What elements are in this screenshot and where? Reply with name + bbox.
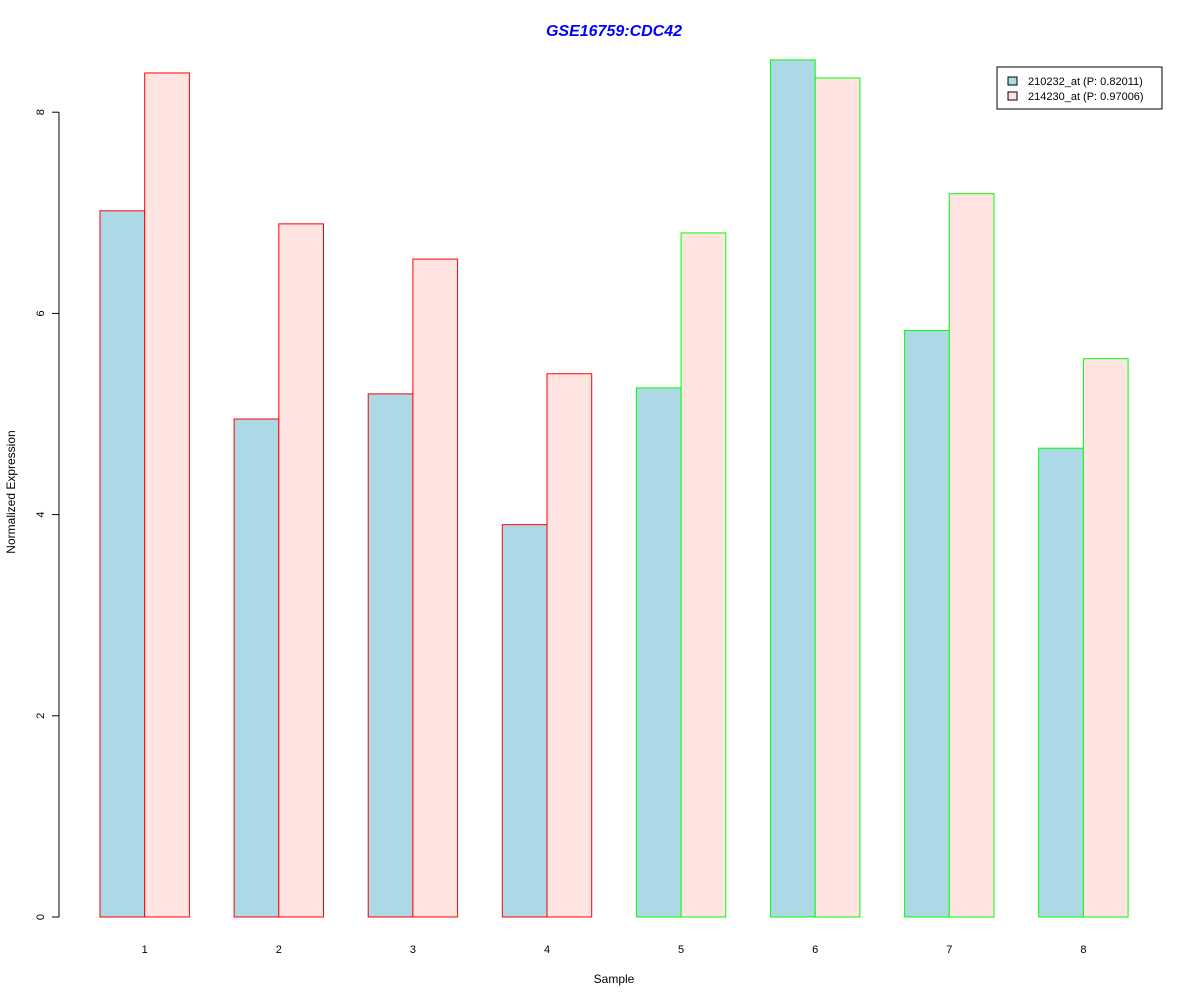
y-tick-label: 8 bbox=[35, 109, 47, 115]
bar-sample-2-series-2 bbox=[278, 223, 324, 918]
x-tick-label: 2 bbox=[276, 944, 282, 956]
x-tick-labels: 1 2 3 4 5 6 7 8 bbox=[142, 944, 1087, 956]
y-tick-label: 6 bbox=[35, 310, 47, 316]
bar-sample-4-series-1 bbox=[501, 524, 548, 918]
y-tick-label: 2 bbox=[35, 713, 47, 719]
x-axis-label: Sample bbox=[594, 972, 635, 986]
bar-sample-5-series-1 bbox=[635, 387, 682, 918]
y-axis-label: Normalized Expression bbox=[4, 430, 18, 553]
y-tick-label: 0 bbox=[35, 914, 47, 920]
legend-label: 210232_at (P: 0.82011) bbox=[1028, 76, 1143, 88]
bar-sample-6-series-1 bbox=[770, 59, 816, 918]
chart-title: GSE16759:CDC42 bbox=[546, 23, 682, 40]
x-tick-label: 1 bbox=[142, 944, 148, 956]
legend-label: 214230_at (P: 0.97006) bbox=[1028, 91, 1144, 103]
x-tick-label: 3 bbox=[410, 944, 416, 956]
bar-sample-3-series-1 bbox=[367, 393, 414, 918]
bars bbox=[99, 59, 1129, 918]
x-tick-label: 4 bbox=[544, 944, 550, 956]
legend-box bbox=[996, 66, 1163, 110]
legend-swatch bbox=[1007, 76, 1018, 86]
y-axis: 0 2 4 6 8 bbox=[35, 109, 60, 920]
bar-sample-6-series-2 bbox=[814, 77, 861, 918]
bar-sample-1-series-1 bbox=[99, 210, 146, 918]
x-tick-label: 8 bbox=[1080, 944, 1086, 956]
legend: 210232_at (P: 0.82011) 214230_at (P: 0.97… bbox=[996, 66, 1163, 110]
bar-sample-3-series-2 bbox=[412, 258, 459, 918]
legend-swatch bbox=[1007, 91, 1018, 101]
bar-sample-7-series-1 bbox=[904, 330, 950, 918]
x-tick-label: 6 bbox=[812, 944, 818, 956]
bar-sample-8-series-2 bbox=[1082, 358, 1129, 918]
x-tick-label: 5 bbox=[678, 944, 684, 956]
bar-sample-7-series-2 bbox=[948, 193, 995, 918]
bar-sample-8-series-1 bbox=[1038, 447, 1084, 918]
bar-sample-5-series-2 bbox=[680, 232, 727, 918]
bar-sample-1-series-2 bbox=[144, 72, 190, 918]
x-tick-label: 7 bbox=[946, 944, 952, 956]
bar-sample-4-series-2 bbox=[546, 373, 593, 918]
y-tick-label: 4 bbox=[35, 512, 47, 518]
bar-sample-2-series-1 bbox=[233, 418, 280, 918]
